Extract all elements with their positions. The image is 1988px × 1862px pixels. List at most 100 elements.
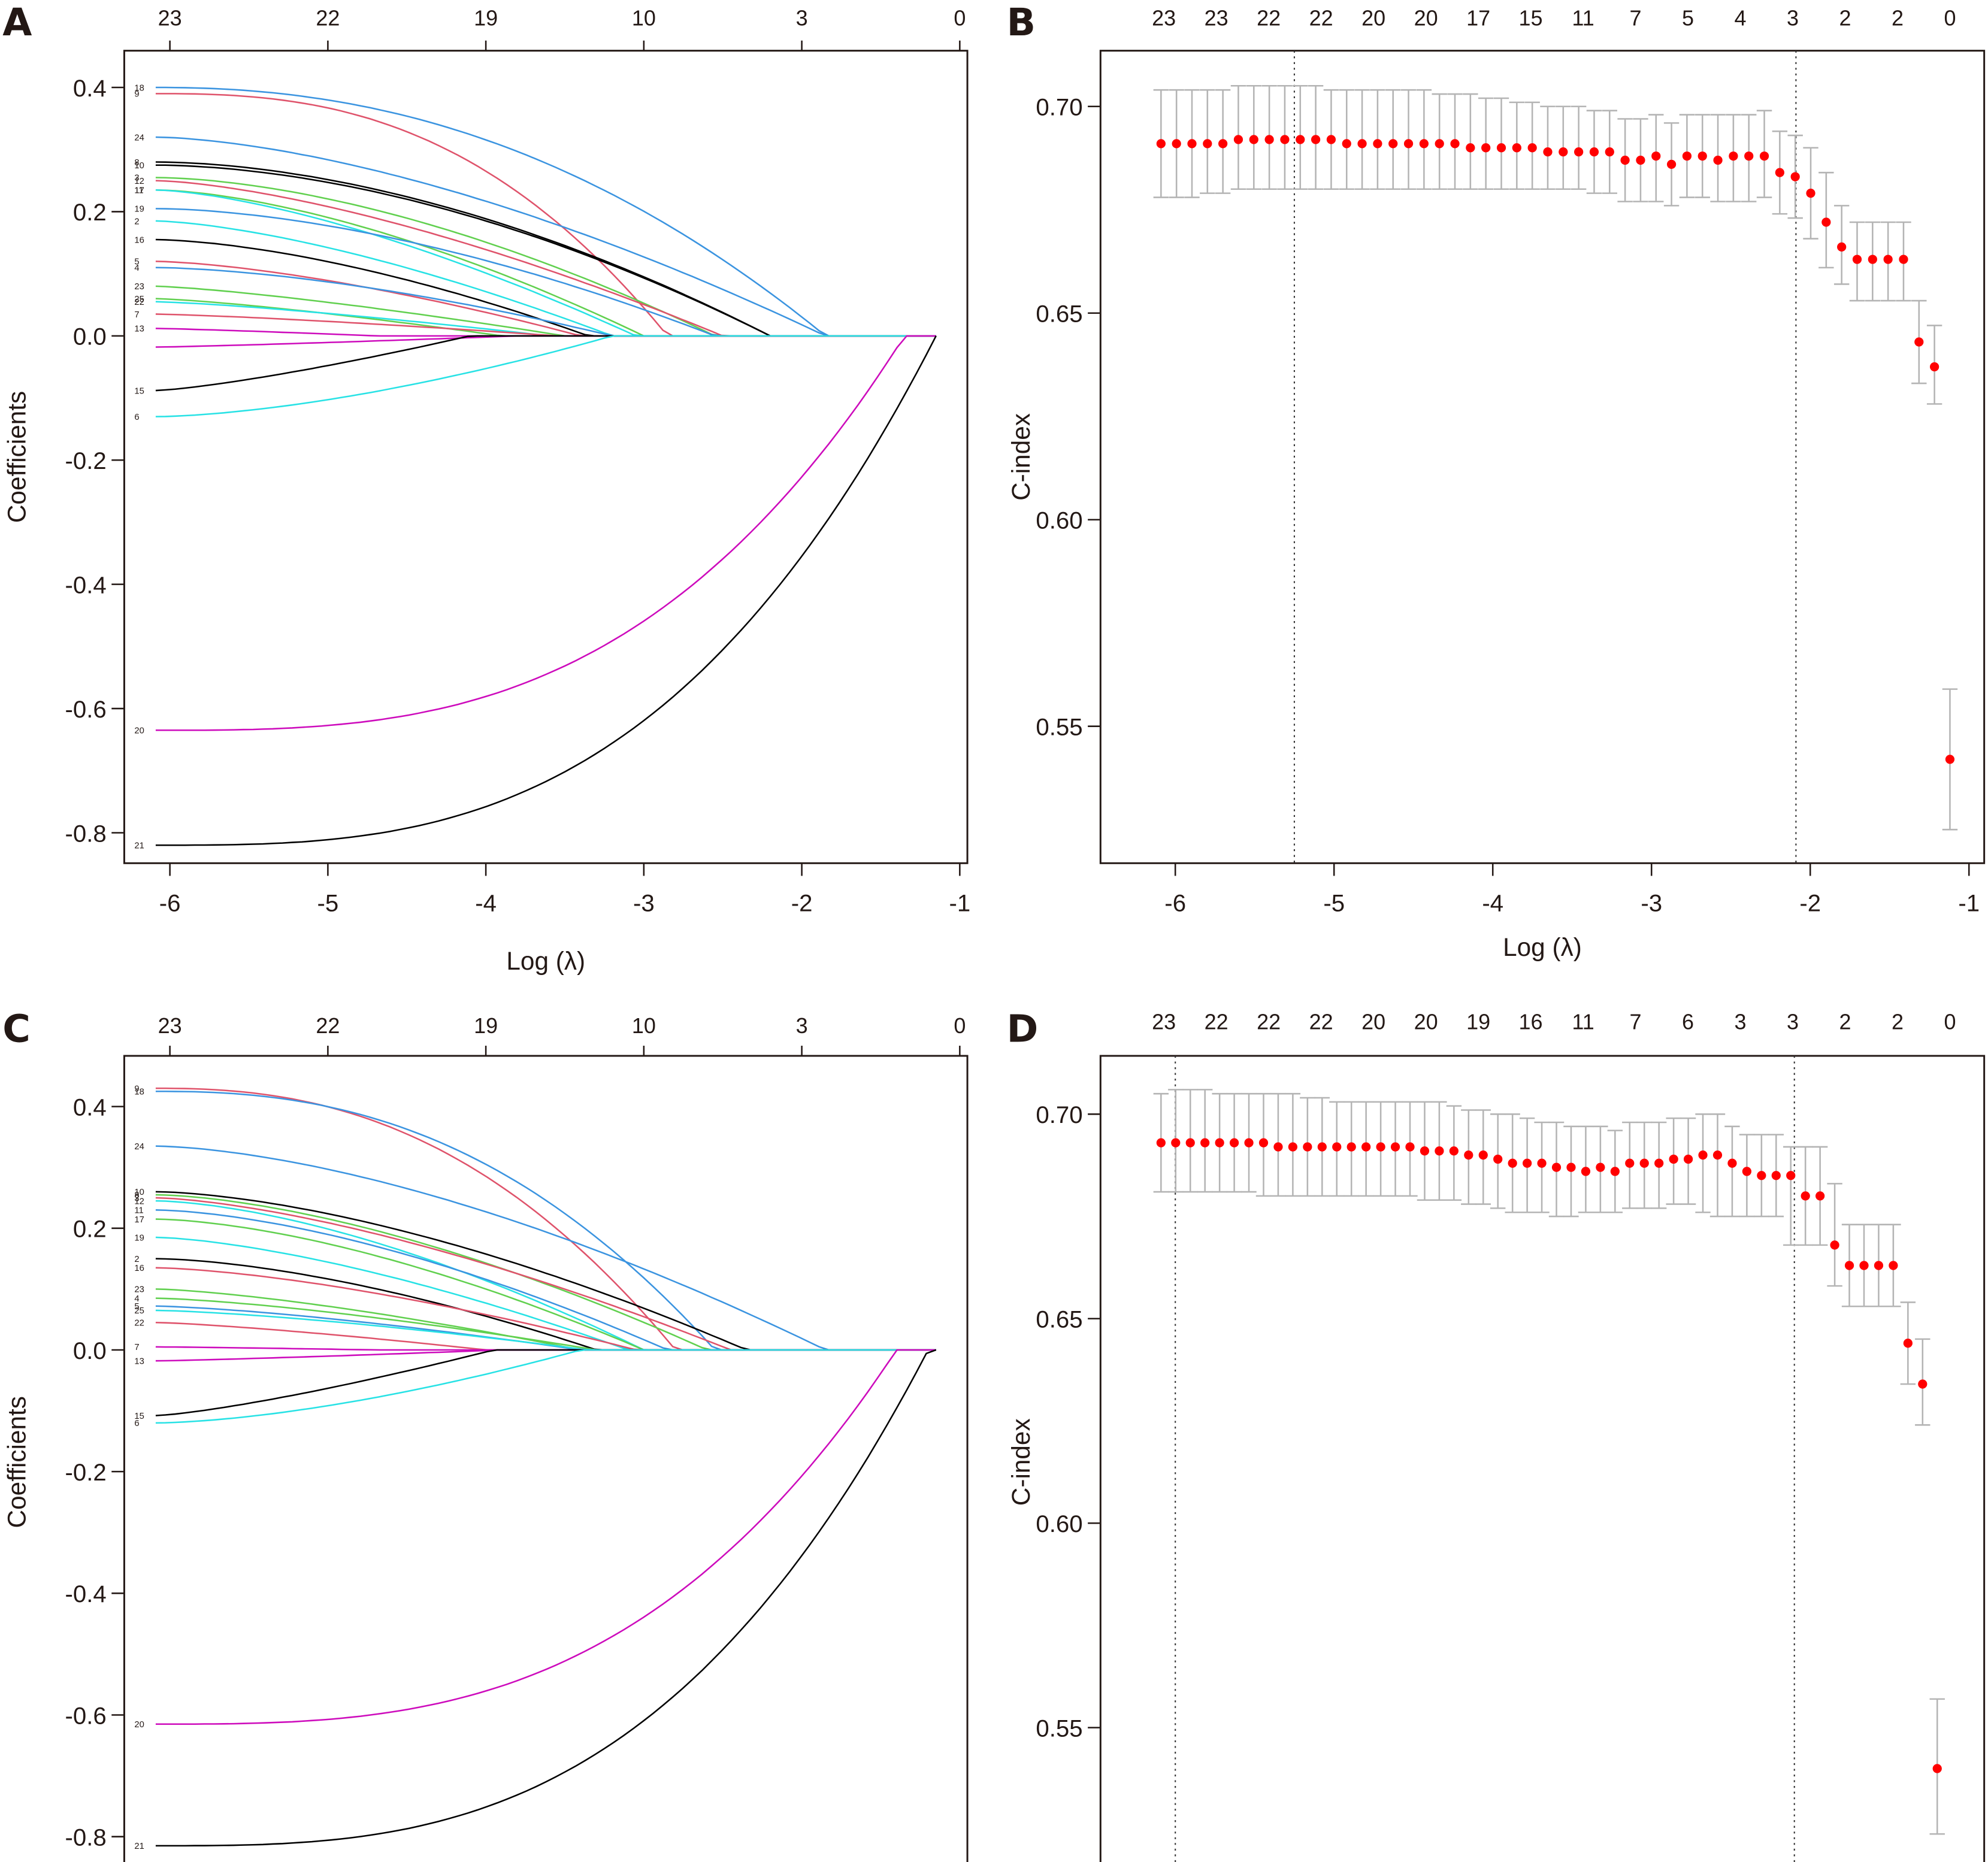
variable-label: 4 (134, 264, 139, 273)
top-axis-label: 20 (1414, 1010, 1438, 1034)
coef-path-10 (155, 164, 936, 337)
panel-letter-b: B (1007, 0, 1036, 44)
variable-label: 15 (134, 1412, 144, 1421)
y-tick-label: -0.4 (65, 1581, 107, 1607)
cindex-point (1419, 139, 1429, 149)
coef-path-24 (155, 1145, 936, 1351)
variable-label: 23 (134, 282, 144, 292)
y-tick-label: -0.8 (65, 820, 107, 847)
cindex-point (1837, 242, 1847, 252)
variable-label: 2 (134, 1255, 139, 1264)
top-axis-label: 5 (1682, 5, 1694, 30)
cindex-point (1636, 155, 1645, 165)
top-axis-label: 23 (1152, 5, 1176, 30)
variable-label: 24 (134, 133, 144, 143)
cindex-point (1771, 1171, 1781, 1180)
top-axis-label: 0 (954, 1013, 966, 1038)
cindex-point (1388, 139, 1398, 149)
variable-label: 9 (134, 90, 139, 99)
cindex-point (1527, 143, 1537, 153)
cindex-point (1914, 337, 1924, 347)
cindex-point (1493, 1154, 1503, 1164)
cindex-point (1727, 1158, 1737, 1168)
variable-label: 17 (134, 186, 144, 195)
x-tick-label: -5 (317, 890, 339, 917)
variable-label: 24 (134, 1142, 144, 1152)
panel-b: -6 -5 -4 -3 -2 -1 0.70 0.65 0.60 0.55 Log (λ) C-ind… (1007, 5, 1986, 961)
x-tick-label: -1 (1958, 890, 1980, 917)
panel-letter-d: D (1007, 1007, 1039, 1051)
y-tick-label: 0.70 (1036, 1101, 1082, 1128)
coef-path-8 (155, 1194, 936, 1351)
y-tick-label: -0.4 (65, 571, 107, 598)
y-axis-title: C-index (1007, 413, 1035, 501)
cindex-point (1620, 155, 1630, 165)
cindex-point (1405, 1142, 1415, 1152)
cindex-point (1574, 147, 1584, 157)
variable-label: 6 (134, 413, 139, 422)
cindex-point (1249, 135, 1258, 144)
cindex-point (1786, 1171, 1796, 1180)
cindex-point (1466, 143, 1475, 153)
top-axis-label: 3 (796, 5, 808, 30)
cindex-point (1537, 1158, 1547, 1168)
variable-label: 20 (134, 726, 144, 736)
top-axis-label: 22 (1309, 1010, 1333, 1034)
cindex-point (1821, 217, 1831, 227)
coef-path-14 (155, 335, 936, 348)
top-axis-label: 2 (1892, 1010, 1904, 1034)
y-axis-title: C-index (1007, 1418, 1035, 1506)
cindex-point (1200, 1138, 1210, 1148)
top-axis-label: 0 (1944, 1010, 1956, 1034)
y-tick-label: -0.2 (65, 1459, 107, 1486)
y-tick-label: 0.55 (1036, 1715, 1082, 1742)
cindex-point (1859, 1261, 1869, 1270)
y-tick-label: 0.2 (73, 1216, 107, 1243)
cindex-point (1581, 1167, 1591, 1176)
panel-letter-a: A (2, 0, 32, 44)
cindex-point (1435, 139, 1444, 149)
cindex-point (1258, 1138, 1269, 1148)
y-tick-label: -0.6 (65, 1702, 107, 1729)
x-axis-title: Log (λ) (506, 947, 585, 975)
y-tick-label: -0.2 (65, 447, 107, 474)
cindex-point (1806, 189, 1815, 198)
cindex-point (1932, 1764, 1942, 1773)
cindex-point (1654, 1158, 1664, 1168)
cindex-point (1311, 135, 1321, 144)
cindex-point (1171, 1138, 1181, 1148)
top-axis-label: 19 (474, 1013, 498, 1038)
cindex-point (1403, 139, 1414, 149)
cindex-point (1775, 168, 1784, 177)
plot-frame (123, 1055, 969, 1862)
cindex-point (1868, 255, 1877, 264)
cindex-point (1218, 139, 1228, 149)
coef-path-18 (155, 86, 936, 337)
cindex-point (1889, 1261, 1898, 1270)
cindex-point (1172, 139, 1181, 149)
cindex-point (1666, 159, 1677, 169)
variable-label: 19 (134, 1233, 144, 1243)
variable-label: 4 (134, 1294, 139, 1304)
top-axis-label: 17 (1466, 5, 1490, 30)
cindex-point (1361, 1142, 1371, 1152)
top-axis-label: 20 (1361, 1010, 1385, 1034)
variable-label: 21 (134, 1842, 144, 1851)
top-axis-label: 11 (1572, 5, 1594, 30)
y-tick-label: 0.60 (1036, 507, 1082, 534)
y-tick-label: 0.0 (73, 1337, 107, 1364)
variable-label: 21 (134, 841, 144, 851)
top-axis-label: 22 (1309, 5, 1333, 30)
cindex-point (1712, 1150, 1723, 1160)
cindex-point (1883, 255, 1893, 264)
cindex-point (1566, 1162, 1576, 1172)
cindex-point (1742, 1167, 1752, 1176)
variable-label: 7 (134, 1343, 139, 1352)
x-tick-label: -4 (475, 890, 497, 917)
cindex-point (1801, 1191, 1810, 1201)
cindex-point (1651, 151, 1661, 161)
coef-path-4 (155, 1297, 936, 1351)
top-axis-label: 3 (1735, 1010, 1747, 1034)
cindex-point (1757, 1171, 1766, 1180)
